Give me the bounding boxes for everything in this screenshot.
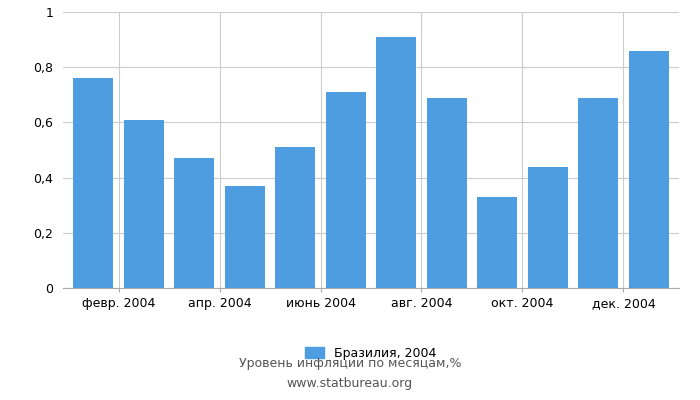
- Bar: [225, 186, 265, 288]
- Bar: [528, 166, 568, 288]
- Bar: [426, 98, 467, 288]
- Bar: [326, 92, 366, 288]
- Bar: [376, 37, 416, 288]
- Legend: Бразилия, 2004: Бразилия, 2004: [300, 342, 442, 364]
- Bar: [477, 197, 517, 288]
- Text: Уровень инфляции по месяцам,%: Уровень инфляции по месяцам,%: [239, 358, 461, 370]
- Bar: [174, 158, 214, 288]
- Bar: [578, 98, 618, 288]
- Bar: [73, 78, 113, 288]
- Text: www.statbureau.org: www.statbureau.org: [287, 378, 413, 390]
- Bar: [275, 147, 316, 288]
- Bar: [629, 51, 669, 288]
- Bar: [124, 120, 164, 288]
